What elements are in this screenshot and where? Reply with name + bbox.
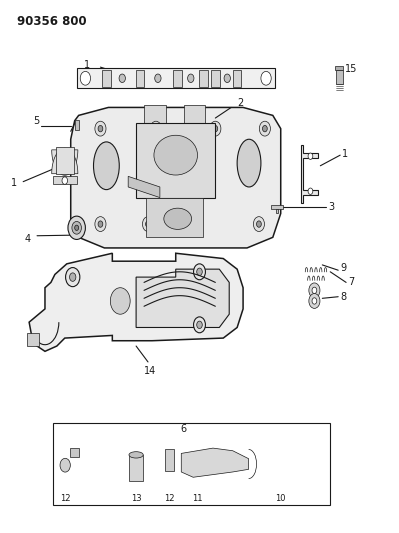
- Circle shape: [72, 221, 81, 234]
- Text: 90356 800: 90356 800: [17, 14, 87, 28]
- Circle shape: [213, 125, 218, 132]
- Circle shape: [197, 268, 202, 276]
- Bar: [336, 66, 343, 70]
- Ellipse shape: [129, 451, 143, 458]
- Bar: [211, 70, 220, 87]
- Bar: [276, 209, 278, 214]
- Circle shape: [194, 264, 205, 280]
- Text: 12: 12: [164, 494, 175, 503]
- Polygon shape: [136, 269, 229, 327]
- Circle shape: [68, 216, 85, 239]
- Text: 2: 2: [237, 98, 243, 108]
- Polygon shape: [71, 108, 281, 248]
- Circle shape: [98, 221, 103, 227]
- Bar: [27, 333, 39, 346]
- Circle shape: [95, 121, 106, 136]
- Text: 14: 14: [144, 366, 156, 376]
- Polygon shape: [52, 148, 78, 174]
- Circle shape: [312, 298, 317, 304]
- Circle shape: [154, 125, 158, 132]
- Circle shape: [142, 216, 154, 231]
- Polygon shape: [128, 176, 160, 198]
- Circle shape: [309, 283, 320, 298]
- Bar: [136, 123, 215, 198]
- Text: 7: 7: [348, 277, 354, 287]
- Circle shape: [253, 216, 265, 231]
- Circle shape: [224, 74, 230, 83]
- Circle shape: [95, 216, 106, 231]
- Circle shape: [65, 268, 80, 287]
- Circle shape: [62, 177, 67, 184]
- Bar: [136, 70, 144, 87]
- Circle shape: [155, 74, 161, 83]
- Circle shape: [312, 287, 317, 294]
- Bar: [336, 70, 342, 84]
- Circle shape: [69, 273, 76, 281]
- Polygon shape: [29, 253, 243, 351]
- Circle shape: [75, 225, 79, 230]
- Bar: [173, 70, 182, 87]
- Bar: [144, 105, 166, 126]
- Text: 1: 1: [342, 149, 348, 159]
- Text: 10: 10: [275, 494, 286, 503]
- Text: 3: 3: [328, 201, 334, 212]
- Polygon shape: [181, 448, 249, 477]
- Circle shape: [60, 458, 70, 472]
- Ellipse shape: [164, 208, 192, 229]
- Bar: [184, 105, 205, 126]
- Circle shape: [308, 188, 313, 195]
- Circle shape: [308, 153, 313, 159]
- Circle shape: [263, 125, 267, 132]
- Polygon shape: [300, 144, 318, 203]
- Circle shape: [146, 221, 150, 227]
- Circle shape: [257, 221, 261, 227]
- Text: 8: 8: [340, 292, 346, 302]
- Circle shape: [261, 71, 271, 85]
- Circle shape: [193, 221, 198, 227]
- Bar: [199, 70, 208, 87]
- Polygon shape: [52, 150, 78, 175]
- Circle shape: [150, 121, 162, 136]
- Bar: [77, 68, 275, 88]
- Bar: [102, 70, 111, 87]
- Circle shape: [119, 74, 125, 83]
- Circle shape: [210, 121, 221, 136]
- Circle shape: [80, 71, 91, 85]
- Circle shape: [309, 294, 320, 309]
- Bar: [233, 70, 241, 87]
- Text: 1: 1: [85, 60, 91, 70]
- Text: 1: 1: [11, 177, 17, 188]
- Bar: [56, 147, 74, 174]
- Ellipse shape: [93, 142, 119, 190]
- Circle shape: [197, 321, 202, 328]
- Circle shape: [98, 125, 103, 132]
- Text: 5: 5: [33, 116, 39, 126]
- Bar: [53, 176, 77, 184]
- Text: 6: 6: [180, 424, 186, 434]
- Text: 4: 4: [25, 234, 31, 244]
- Text: 13: 13: [131, 494, 141, 503]
- Bar: [53, 423, 330, 505]
- Circle shape: [188, 74, 194, 83]
- Text: 15: 15: [345, 64, 357, 74]
- Text: 11: 11: [192, 494, 202, 503]
- Bar: [165, 449, 174, 471]
- Circle shape: [111, 288, 130, 314]
- Bar: [75, 119, 79, 130]
- Bar: [129, 455, 143, 481]
- Text: 12: 12: [60, 494, 71, 503]
- Bar: [271, 205, 283, 209]
- Bar: [69, 448, 79, 457]
- Bar: [146, 198, 203, 237]
- Ellipse shape: [237, 139, 261, 187]
- Circle shape: [190, 216, 201, 231]
- Circle shape: [194, 317, 205, 333]
- Ellipse shape: [154, 135, 198, 175]
- Circle shape: [259, 121, 271, 136]
- Text: 9: 9: [340, 263, 346, 273]
